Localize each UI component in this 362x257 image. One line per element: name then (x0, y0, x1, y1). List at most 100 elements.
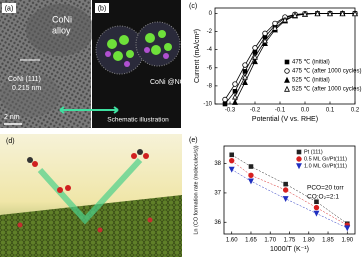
marker (284, 68, 290, 74)
marker (282, 196, 289, 202)
y-tick-label: -10 (203, 102, 212, 108)
legend-label: 475 ℃ (initial) (292, 60, 330, 66)
y-tick-label: 38 (214, 161, 221, 167)
y-tick-label: -8 (207, 83, 213, 89)
marker (242, 73, 248, 80)
marker (302, 10, 308, 17)
spacing-label: 0.215 nm (12, 85, 41, 92)
marker (248, 178, 254, 185)
x-tick-label: 0.1 (326, 108, 335, 114)
series-line (234, 13, 355, 97)
marker (252, 50, 258, 55)
x-tick-label: 1.75 (284, 238, 296, 244)
marker (296, 149, 302, 155)
particle (0, 73, 60, 117)
panel-b: (b) CoNi @NC Schematic illustration (59, 0, 185, 128)
y-axis-title: Ln (CO formation rate (molecules/s)) (193, 145, 199, 234)
y-tick-label: 0 (209, 11, 213, 17)
marker (352, 10, 358, 17)
particle (26, 4, 94, 56)
marker (222, 96, 228, 103)
y-tick-label: -4 (207, 47, 213, 53)
annotation: PCO=20 torr (307, 185, 345, 192)
marker (229, 157, 235, 164)
legend-label: 475 ℃ (after 1000 cycles) (292, 69, 361, 75)
marker (252, 53, 258, 60)
marker (314, 199, 319, 205)
marker (222, 101, 228, 107)
marker (344, 225, 351, 232)
marker (327, 10, 333, 17)
marker (292, 12, 298, 18)
x-tick-label: 0.2 (351, 108, 360, 114)
alloy-label: alloy (52, 25, 71, 35)
x-tick-label: 0.0 (301, 108, 310, 114)
x-tick-label: 1.60 (226, 238, 238, 244)
y-tick-label: -6 (207, 65, 213, 71)
y-tick-label: 37 (214, 191, 221, 197)
series-line (231, 160, 348, 226)
marker (284, 76, 290, 83)
x-tick-label: -0.1 (275, 108, 286, 114)
sphere (135, 21, 181, 67)
x-tick-label: 1.80 (303, 238, 315, 244)
marker (339, 10, 346, 17)
marker (248, 164, 254, 169)
marker (296, 163, 302, 170)
x-tick-label: -0.3 (225, 108, 236, 114)
x-axis-title: 1000/T (K⁻¹) (270, 246, 309, 253)
marker (296, 156, 302, 162)
particles (107, 30, 172, 61)
marker (232, 81, 238, 87)
marker (284, 59, 290, 65)
marker (232, 93, 238, 100)
reaction-path (37, 157, 143, 225)
x-tick-label: -0.2 (250, 108, 261, 114)
panel-label: (e) (189, 137, 198, 144)
annotation: CO:O₂=2:1 (307, 194, 339, 201)
marker (282, 187, 289, 193)
y-tick-label: 36 (214, 220, 221, 226)
caption: Schematic illustration (107, 117, 169, 124)
legend-label: 1.0 ML Gr/Pt(111) (304, 163, 347, 169)
marker (282, 16, 288, 23)
x-tick-label: 1.70 (264, 238, 276, 244)
legend-label: 525 ℃ (after 1000 cycles) (292, 87, 361, 93)
label-box (95, 3, 109, 13)
arrow (59, 106, 119, 114)
scale-label: 2 nm (4, 114, 20, 121)
panel-a: (a) CoNi alloy CoNi (111) 0.215 nm 2 nm (0, 0, 94, 128)
plane-label: CoNi (111) (8, 76, 41, 83)
name-label: CoNi @NC (150, 79, 185, 86)
y-tick-label: -2 (207, 29, 213, 35)
marker (313, 210, 320, 217)
marker (262, 37, 268, 44)
marker (284, 85, 290, 92)
x-tick-label: 1.85 (322, 238, 334, 244)
graphene (0, 195, 182, 257)
marker (262, 30, 268, 37)
marker (272, 24, 278, 31)
panel-label: (c) (189, 3, 197, 10)
panel-label: (b) (98, 5, 107, 12)
marker (262, 34, 268, 40)
marker (232, 98, 238, 105)
legend-label: 525 ℃ (initial) (292, 78, 330, 84)
marker (252, 58, 258, 65)
marker (242, 62, 248, 68)
marker (314, 10, 321, 17)
legend-label: Pt (111) (304, 149, 323, 155)
marker (232, 89, 238, 94)
x-tick-label: 1.90 (341, 238, 353, 244)
plot-frame (214, 7, 356, 105)
marker (283, 181, 288, 187)
panel-label: (a) (5, 5, 14, 12)
marker (313, 204, 320, 211)
molecules (17, 149, 153, 233)
particles (105, 47, 169, 67)
marker (229, 152, 235, 158)
panel-label: (d) (6, 138, 15, 145)
legend-label: 0.5 ML Gr/Pt(111) (304, 156, 347, 162)
marker (248, 172, 254, 179)
